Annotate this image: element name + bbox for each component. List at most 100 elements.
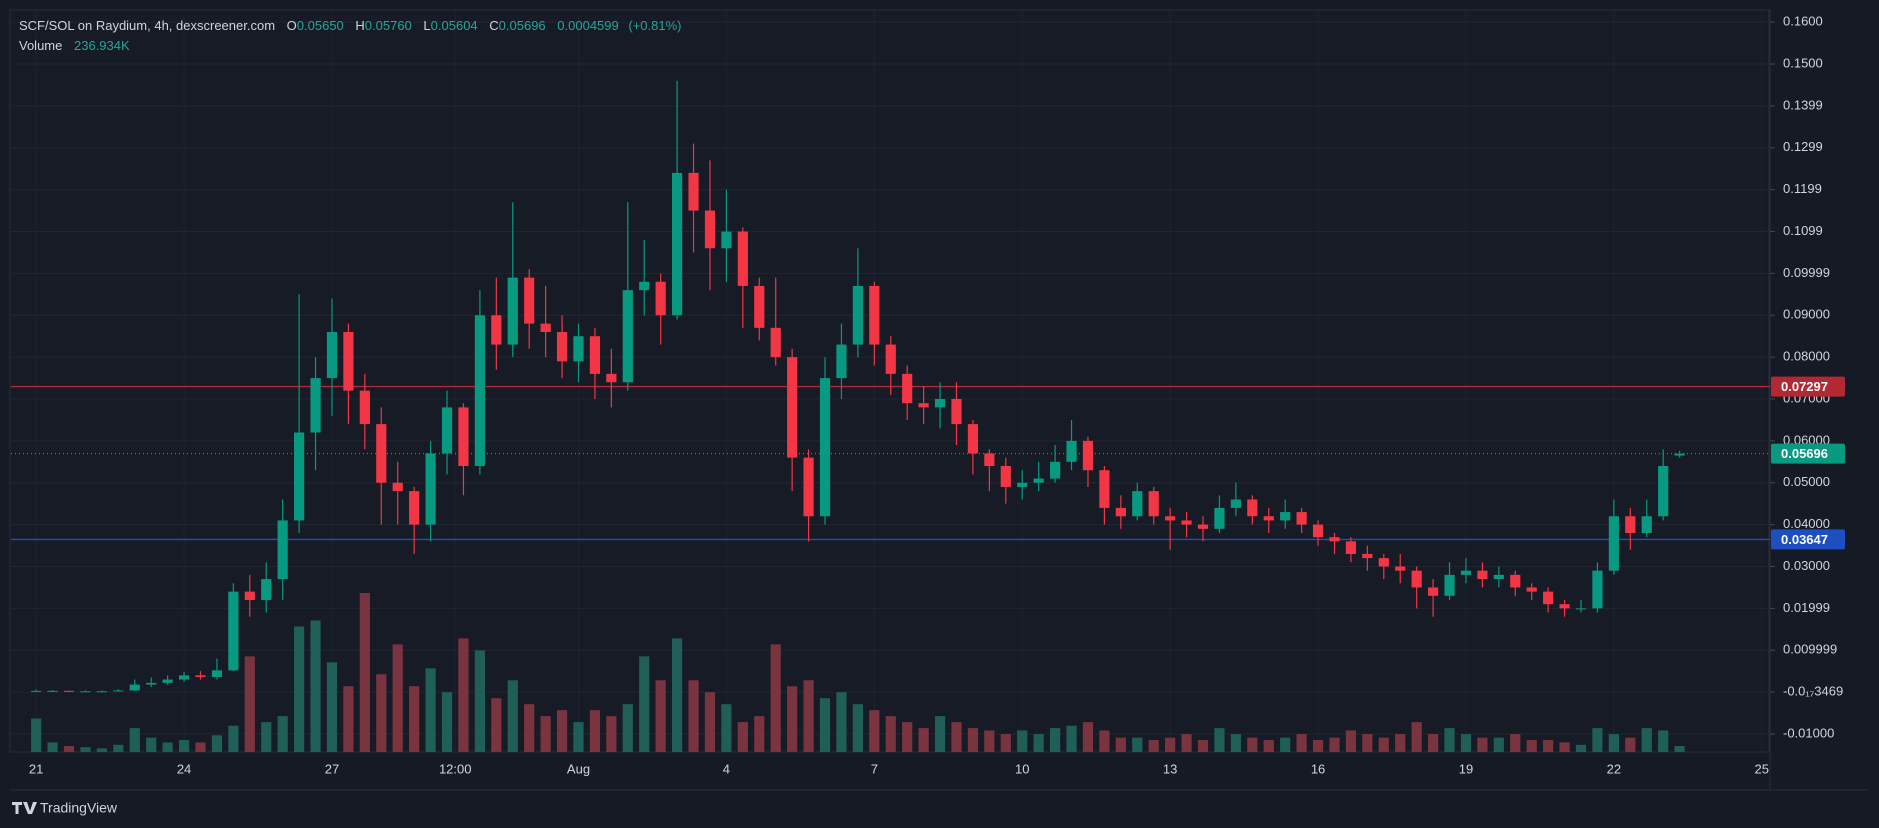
y-tick-label: 0.1600 (1783, 14, 1823, 29)
y-tick-label: 0.09000 (1783, 307, 1830, 322)
volume-bar (1674, 745, 1685, 752)
volume-bar (1165, 737, 1176, 752)
legend-change-pct: (+0.81%) (628, 18, 681, 33)
volume-bar (1050, 728, 1061, 752)
candle-body (1592, 570, 1603, 609)
volume-bar (129, 728, 140, 752)
volume-bar (80, 747, 91, 752)
candle-body (885, 344, 896, 374)
y-tick-label: 0.09999 (1783, 265, 1830, 280)
candle-body (918, 403, 929, 408)
volume-bar (1526, 740, 1537, 752)
candle-body (524, 277, 535, 324)
x-tick-label: 7 (871, 761, 878, 776)
candle-body (737, 231, 748, 286)
candle-body (146, 682, 157, 685)
volume-bar (63, 746, 75, 752)
axes: 0.1600 0.1500 0.1399 0.1299 0.1199 0.1099 0.09… (29, 14, 1845, 776)
x-tick-label: 22 (1607, 761, 1621, 776)
volume-bar (803, 680, 814, 752)
candle-body (1559, 604, 1570, 609)
candle-body (1362, 553, 1373, 559)
candle-body (294, 432, 305, 521)
volume-bar (902, 722, 913, 752)
candle-body (1247, 499, 1258, 517)
volume-bar (244, 656, 255, 752)
price-label-box (1771, 529, 1845, 550)
candle-body (1312, 524, 1324, 538)
candle-body (951, 399, 962, 425)
volume-bar (573, 722, 584, 752)
y-tick-label: 0.06000 (1783, 432, 1830, 447)
x-tick-label: 13 (1163, 761, 1177, 776)
volume-bar (556, 710, 568, 752)
candle-body (277, 520, 288, 580)
volume-bar (1132, 737, 1143, 752)
volume-bar (1559, 742, 1570, 752)
candle-body (1181, 520, 1192, 525)
candle-body (162, 679, 173, 683)
volume-bar (951, 722, 962, 752)
candle-body (1674, 453, 1685, 456)
volume-bar (326, 662, 338, 752)
price-label: 0.05696 (1781, 446, 1828, 461)
candle-body (31, 690, 42, 692)
volume-bar (113, 744, 124, 752)
logo-icon (12, 802, 37, 814)
volume-bar (1362, 734, 1373, 752)
legend-title: SCF/SOL on Raydium, 4h, dexscreener.com (19, 18, 275, 33)
volume-bar (524, 704, 535, 752)
candle-body (96, 691, 107, 693)
candle-body (80, 691, 91, 693)
candle-body (1148, 491, 1159, 517)
candle-body (507, 277, 518, 345)
volume-bar (178, 740, 190, 752)
candle-body (1378, 558, 1389, 567)
volume-bar (819, 698, 831, 752)
y-tick-label: 0.1500 (1783, 55, 1823, 70)
candle-body (1263, 516, 1274, 521)
volume-value: 236.934K (74, 38, 130, 53)
candle-body (244, 591, 255, 600)
volume-bar (1477, 737, 1488, 752)
candle-body (1427, 587, 1439, 596)
volume-bar (1444, 728, 1455, 752)
volume-title: Volume (19, 38, 62, 53)
candle-body (1493, 574, 1504, 580)
volume-bar (1033, 734, 1044, 752)
volume-bar (211, 735, 223, 752)
candle-body (474, 315, 485, 467)
candles-layer (31, 80, 1685, 693)
volume-bar (967, 728, 979, 752)
x-tick-label: 25 (1755, 761, 1769, 776)
volume-bar (836, 692, 847, 752)
candle-body (359, 390, 370, 425)
volume-bar (1280, 737, 1291, 752)
candle-body (902, 373, 913, 404)
candle-body (1132, 491, 1143, 517)
candle-body (540, 323, 551, 333)
volume-bar (294, 626, 305, 752)
price-label-box (1771, 376, 1845, 397)
candle-body (606, 373, 617, 383)
volume-bar (1510, 734, 1521, 752)
price-label-box (1771, 443, 1845, 464)
volume-bar (688, 680, 699, 752)
candle-body (1658, 466, 1669, 517)
y-tick-label: 0.05000 (1783, 474, 1830, 489)
volume-bar (869, 710, 880, 752)
volume-bar (47, 742, 58, 752)
candle-body (211, 670, 223, 678)
volume-bar (1312, 740, 1324, 752)
volume-bar (1493, 737, 1504, 752)
candle-body (1033, 478, 1044, 483)
volume-bar (852, 704, 863, 752)
candle-body (754, 285, 765, 328)
candle-body (1641, 516, 1652, 534)
candle-body (1625, 516, 1636, 534)
volume-bar (1625, 737, 1636, 752)
volume-bar (1247, 737, 1258, 752)
volume-bar (918, 728, 929, 752)
x-tick-label: 24 (177, 761, 191, 776)
volume-layer (31, 593, 1685, 752)
